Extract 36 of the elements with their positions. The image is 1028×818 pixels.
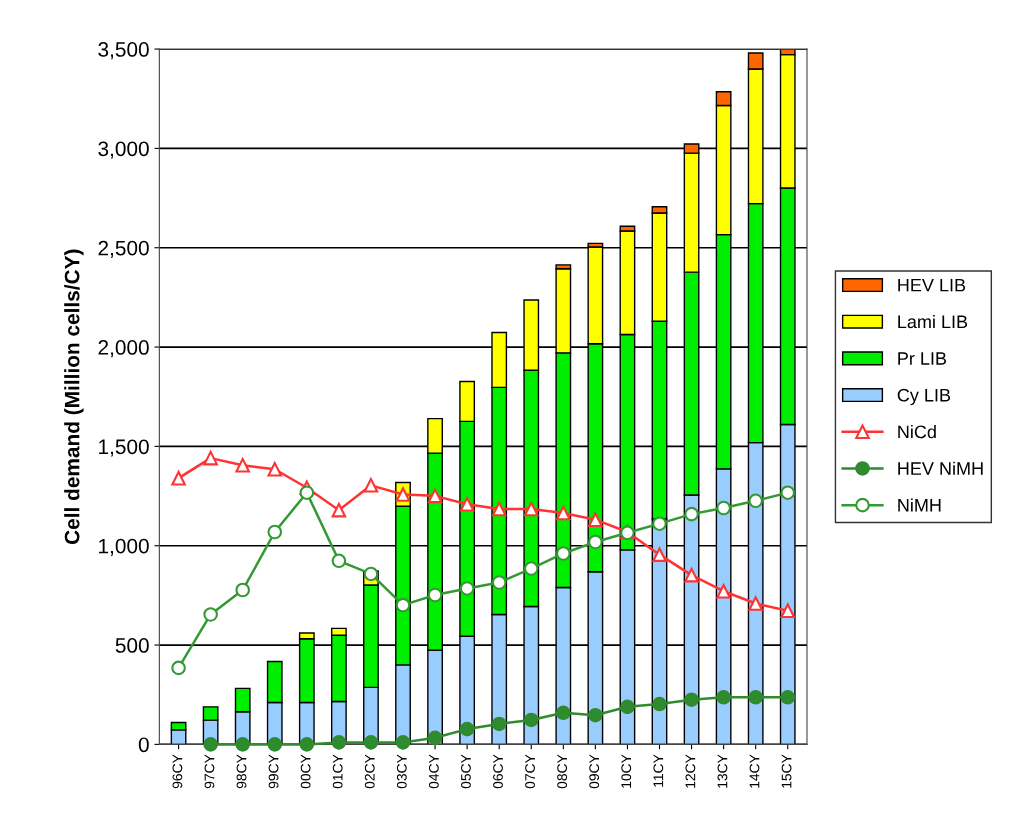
x-tick-label: 15CY	[781, 754, 792, 788]
legend-label: NiMH	[898, 498, 941, 512]
legend-label: HEV LIB	[898, 278, 966, 292]
x-tick-label: 08CY	[557, 754, 568, 789]
x-tick-label: 96CY	[172, 754, 183, 789]
y-tick-label: 3,000	[98, 141, 149, 159]
legend-label: HEV NiMH	[898, 461, 983, 475]
legend-label: Lami LIB	[898, 314, 968, 329]
x-tick-label: 00CY	[300, 754, 311, 789]
legend-label: Cy LIB	[897, 388, 951, 406]
x-tick-label: 04CY	[428, 754, 439, 789]
x-tick-label: 98CY	[236, 754, 247, 789]
x-tick-label: 97CY	[204, 754, 215, 789]
y-tick-label: 0	[138, 737, 149, 753]
y-tick-label: 3,500	[98, 42, 149, 60]
x-tick-label: 14CY	[749, 754, 760, 788]
y-tick-label: 2,000	[98, 340, 149, 358]
legend-label: Pr LIB	[898, 352, 947, 365]
x-tick-label: 09CY	[589, 754, 600, 789]
y-tick-label: 1,000	[99, 538, 149, 556]
x-tick-label: 01CY	[332, 754, 343, 789]
y-axis-title: Cell demand (Million cells/CY)	[64, 249, 84, 545]
x-tick-label: 12CY	[685, 754, 696, 788]
x-tick-label: 13CY	[717, 754, 728, 788]
x-tick-label: 02CY	[364, 754, 375, 789]
legend-label: NiCd	[898, 425, 936, 439]
y-tick-label: 500	[115, 638, 149, 653]
x-tick-label: 07CY	[525, 754, 535, 789]
y-tick-label: 1,500	[99, 439, 149, 457]
x-tick-label: 03CY	[396, 754, 407, 789]
x-tick-label: 99CY	[268, 754, 279, 789]
y-tick-label: 2,500	[98, 240, 149, 258]
x-tick-label: 06CY	[493, 754, 503, 789]
x-tick-label: 10CY	[621, 754, 632, 788]
x-tick-label: 05CY	[461, 754, 471, 789]
x-tick-label: 11CY	[653, 754, 664, 787]
